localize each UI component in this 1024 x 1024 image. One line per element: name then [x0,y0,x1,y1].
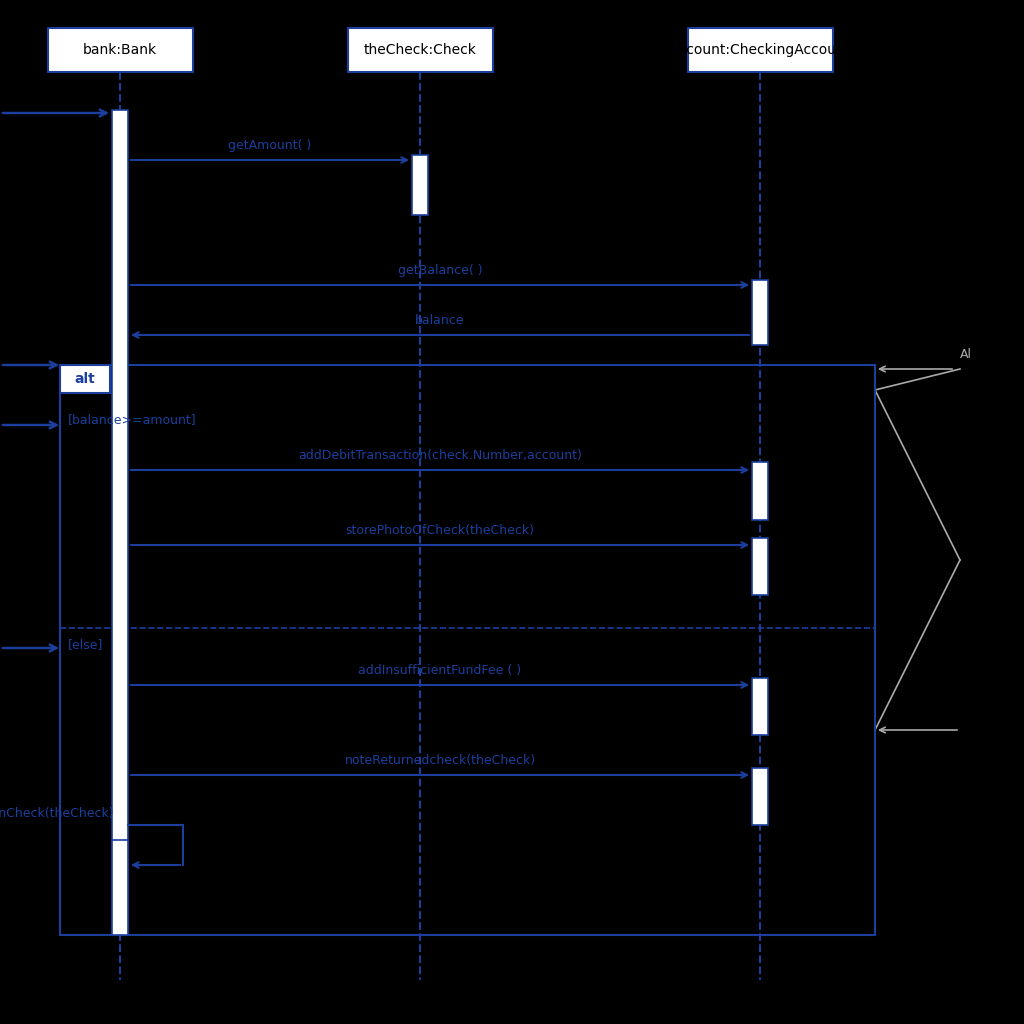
Bar [60,365,874,935]
Bar [752,678,768,735]
Text: balance: balance [416,314,465,327]
Text: noteReturnedcheck(theCheck): noteReturnedcheck(theCheck) [344,754,536,767]
Text: account:CheckingAccount: account:CheckingAccount [670,43,850,57]
Text: addInsufficientFundFee ( ): addInsufficientFundFee ( ) [358,664,521,677]
Bar [60,365,110,393]
Bar [47,28,193,72]
Text: Al: Al [961,348,972,361]
Bar [112,110,128,935]
Bar [752,280,768,345]
Text: theCheck:Check: theCheck:Check [364,43,476,57]
Bar [752,462,768,520]
Text: addDebitTransaction(check.Number,account): addDebitTransaction(check.Number,account… [298,449,582,462]
Text: returnCheck(theCheck): returnCheck(theCheck) [0,807,115,820]
Text: getAmount( ): getAmount( ) [228,139,311,152]
Text: bank:Bank: bank:Bank [83,43,157,57]
Text: getBalance( ): getBalance( ) [397,264,482,278]
Text: [else]: [else] [68,639,103,651]
Bar [752,538,768,595]
Text: storePhotoOfCheck(theCheck): storePhotoOfCheck(theCheck) [345,524,535,537]
Text: [balance>=amount]: [balance>=amount] [68,414,197,427]
Text: alt: alt [75,372,95,386]
Bar [347,28,493,72]
Bar [412,155,428,215]
Bar [752,768,768,825]
Bar [687,28,833,72]
Bar [112,840,128,935]
